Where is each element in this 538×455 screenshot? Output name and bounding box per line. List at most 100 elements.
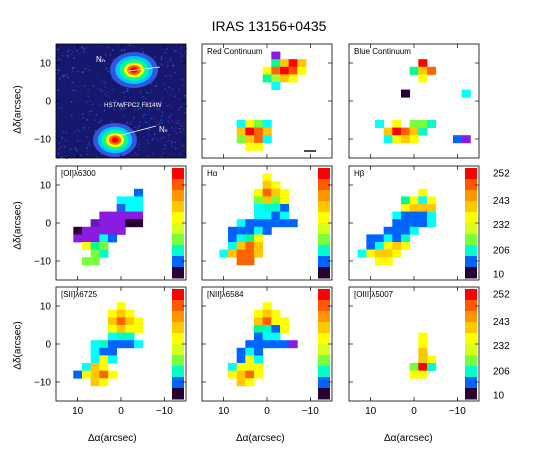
hst-noise-pixel — [146, 92, 149, 94]
map-pixel — [99, 234, 109, 243]
hst-noise-pixel — [175, 44, 178, 46]
map-pixel — [409, 363, 419, 371]
colorbar-segment — [318, 344, 330, 356]
colorbar-segment — [318, 234, 330, 246]
map-pixel — [108, 355, 118, 364]
map-pixel — [427, 66, 437, 75]
map-pixel — [236, 363, 246, 371]
hst-noise-pixel — [151, 89, 153, 92]
hst-noise-pixel — [168, 104, 171, 106]
hst-noise-pixel — [107, 70, 110, 73]
hst-noise-pixel — [165, 75, 167, 77]
hst-noise-pixel — [151, 138, 154, 141]
hst-noise-pixel — [162, 136, 164, 139]
map-pixel — [418, 347, 428, 356]
hst-noise-pixel — [169, 94, 171, 96]
map-pixel — [99, 347, 109, 356]
hst-noise-pixel — [172, 64, 174, 67]
colorbar-segment — [318, 256, 330, 268]
hst-noise-pixel — [174, 141, 176, 143]
map-pixel — [401, 89, 411, 98]
colorbar-segment — [172, 322, 184, 334]
hst-noise-pixel — [104, 79, 106, 82]
hst-noise-pixel — [56, 148, 58, 151]
hst-noise-pixel — [160, 119, 162, 121]
hst-noise-pixel — [127, 90, 129, 92]
hst-noise-pixel — [126, 122, 128, 124]
hst-noise-pixel — [176, 122, 178, 124]
hst-noise-pixel — [131, 154, 133, 156]
colorbar-tick-label: 232 — [493, 341, 510, 352]
colorbar-segment — [172, 300, 184, 312]
colorbar-segment — [172, 366, 184, 378]
colorbar-segment — [318, 311, 330, 323]
hst-noise-pixel — [182, 128, 184, 130]
map-pixel — [366, 234, 376, 243]
hst-noise-pixel — [66, 73, 68, 76]
hst-noise-pixel — [58, 148, 61, 150]
map-pixel — [262, 317, 272, 326]
hst-noise-pixel — [160, 55, 163, 58]
map-pixel — [236, 242, 246, 250]
map-pixel — [245, 226, 255, 235]
y-tick-label: 0 — [45, 219, 51, 230]
map-pixel — [254, 363, 264, 371]
map-pixel — [280, 59, 290, 68]
map-pixel — [116, 211, 126, 220]
hst-noise-pixel — [112, 58, 115, 61]
colorbar-segment — [465, 190, 477, 202]
map-pixel — [280, 204, 290, 212]
map-pixel — [254, 142, 264, 151]
colorbar-tick-label: 10 — [493, 391, 505, 402]
hst-noise-pixel — [70, 101, 73, 103]
hst-noise-pixel — [170, 142, 173, 144]
map-pixel — [116, 196, 126, 205]
hst-noise-pixel — [58, 142, 61, 144]
map-hbeta-label: Hβ — [354, 169, 365, 178]
map-pixel — [418, 204, 428, 212]
map-pixel — [90, 219, 100, 228]
hst-noise-pixel — [101, 89, 103, 91]
map-pixel — [297, 59, 307, 68]
map-pixel — [254, 340, 264, 349]
hst-noise-pixel — [182, 122, 184, 125]
colorbar-segment — [465, 245, 477, 257]
hst-noise-pixel — [148, 100, 151, 103]
map-pixel — [219, 249, 229, 258]
hst-noise-pixel — [94, 130, 96, 133]
hst-noise-pixel — [184, 111, 186, 114]
map-pixel — [99, 242, 109, 250]
map-pixel — [125, 317, 135, 326]
hst-noise-pixel — [160, 58, 163, 60]
map-pixel — [134, 317, 144, 326]
hst-noise-pixel — [134, 126, 136, 128]
hst-noise-pixel — [133, 105, 135, 107]
map-pixel — [254, 226, 264, 235]
map-pixel — [254, 249, 264, 258]
hst-noise-pixel — [123, 91, 125, 93]
hst-noise-pixel — [139, 121, 141, 123]
hst-noise-pixel — [109, 100, 112, 102]
hst-noise-pixel — [104, 60, 106, 62]
hst-noise-pixel — [147, 131, 149, 134]
map-pixel — [245, 249, 255, 258]
map-pixel — [236, 378, 246, 387]
hst-noise-pixel — [120, 49, 123, 51]
hst-noise-pixel — [58, 58, 60, 60]
map-pixel — [236, 219, 246, 228]
map-pixel — [90, 363, 100, 371]
map-pixel — [262, 66, 272, 75]
map-nii — [202, 287, 332, 401]
map-pixel — [288, 66, 298, 75]
hst-noise-pixel — [174, 95, 176, 98]
map-pixel — [271, 181, 281, 190]
colorbar-segment — [465, 267, 477, 279]
colorbar-segment — [172, 190, 184, 202]
map-pixel — [418, 340, 428, 349]
map-pixel — [271, 82, 281, 90]
hst-noise-pixel — [138, 143, 140, 145]
colorbar-segment — [172, 223, 184, 235]
hst-noise-pixel — [178, 89, 180, 91]
hst-noise-pixel — [156, 121, 158, 123]
colorbar-segment — [465, 289, 477, 301]
